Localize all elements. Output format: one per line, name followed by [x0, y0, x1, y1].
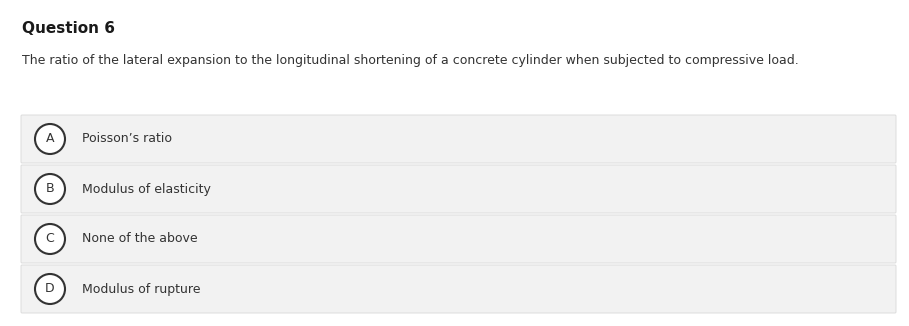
Text: D: D [45, 283, 55, 295]
Text: Modulus of elasticity: Modulus of elasticity [82, 183, 211, 196]
FancyBboxPatch shape [21, 115, 896, 163]
Ellipse shape [35, 174, 65, 204]
FancyBboxPatch shape [21, 165, 896, 213]
Text: A: A [45, 132, 55, 145]
Text: Modulus of rupture: Modulus of rupture [82, 283, 201, 295]
Text: C: C [45, 232, 55, 245]
Ellipse shape [35, 274, 65, 304]
FancyBboxPatch shape [21, 265, 896, 313]
Text: Poisson’s ratio: Poisson’s ratio [82, 132, 172, 145]
FancyBboxPatch shape [21, 215, 896, 263]
Text: None of the above: None of the above [82, 232, 197, 245]
Text: B: B [45, 183, 55, 196]
Text: The ratio of the lateral expansion to the longitudinal shortening of a concrete : The ratio of the lateral expansion to th… [22, 54, 799, 67]
Text: Question 6: Question 6 [22, 21, 115, 36]
Ellipse shape [35, 224, 65, 254]
Ellipse shape [35, 124, 65, 154]
